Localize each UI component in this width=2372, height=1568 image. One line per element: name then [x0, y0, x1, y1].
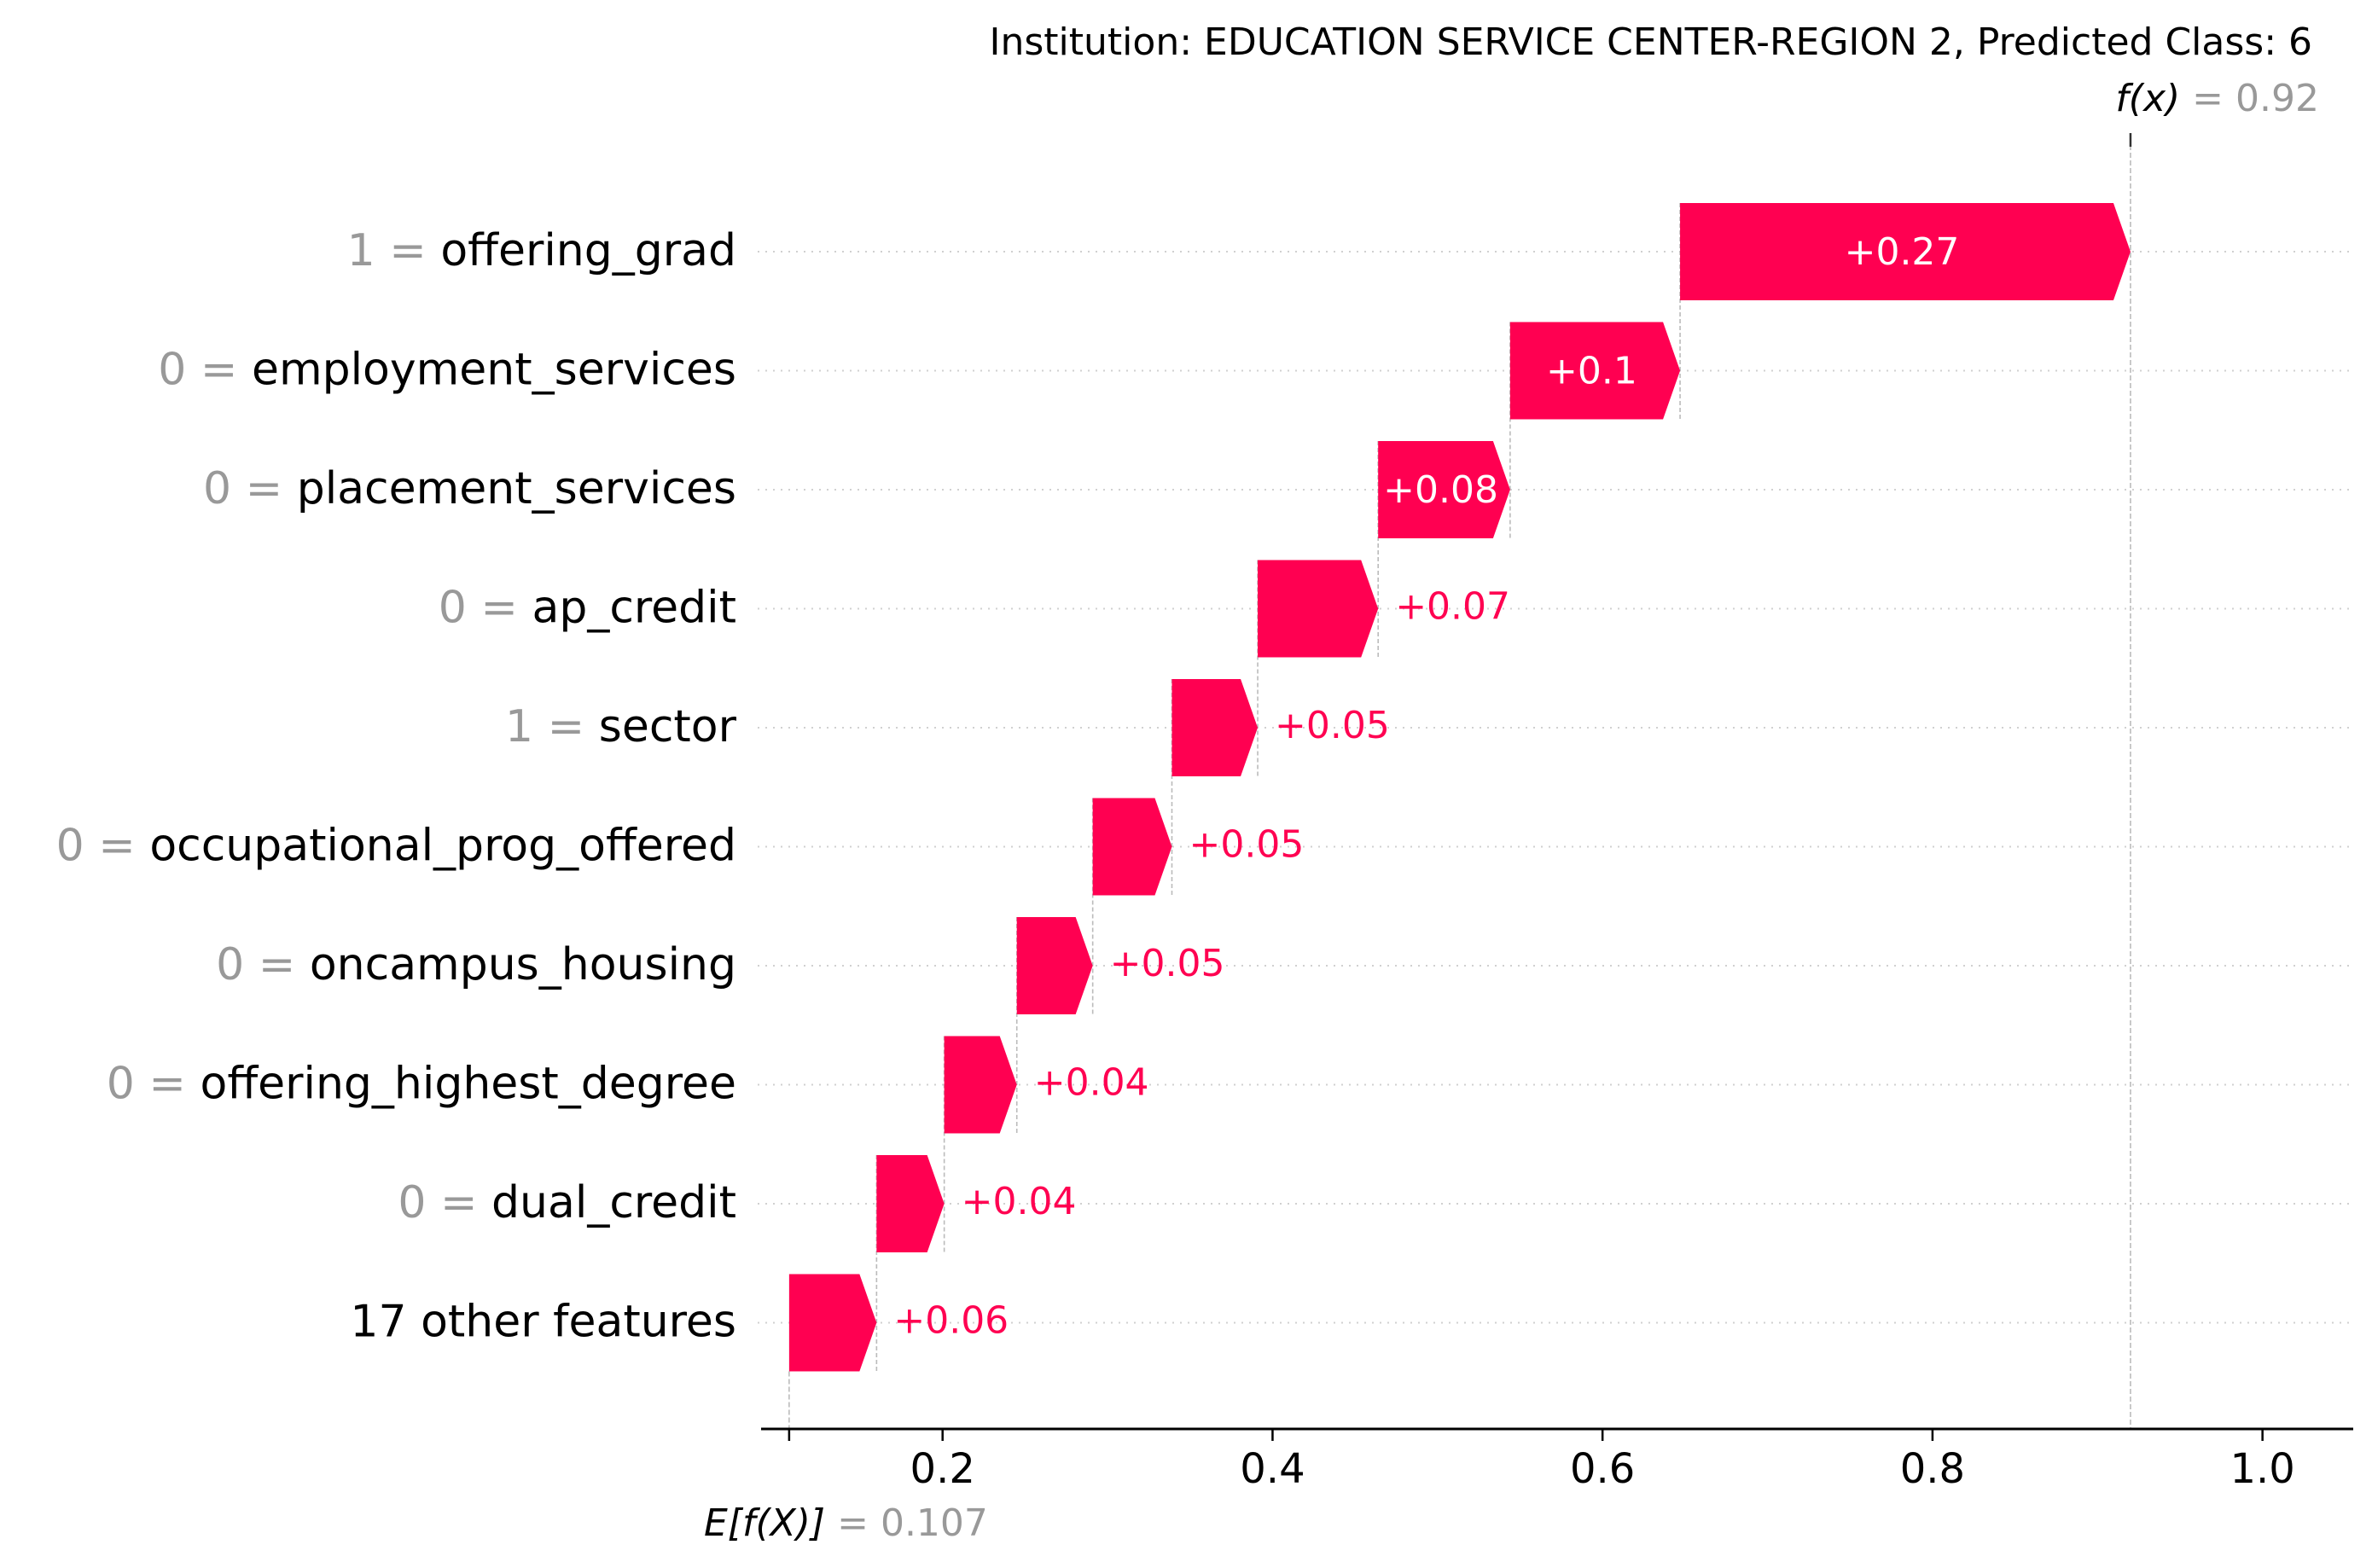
- bar-value-label: +0.27: [1845, 230, 1960, 274]
- feature-value: 0 =: [203, 463, 297, 514]
- feature-label: 0 = employment_services: [158, 345, 736, 396]
- feature-value: 0 =: [107, 1059, 201, 1110]
- feature-label: 0 = ap_credit: [439, 583, 736, 634]
- feature-label: 0 = oncampus_housing: [216, 939, 736, 990]
- bar-value-label: +0.04: [1034, 1061, 1149, 1105]
- feature-name: occupational_prog_offered: [149, 821, 736, 872]
- x-axis: 0.2 0.4 0.6 0.8 1.0: [761, 1427, 2353, 1493]
- x-tick-label: 0.8: [1900, 1445, 1965, 1493]
- bar-value-label: +0.1: [1546, 350, 1637, 393]
- x-tick-label: 0.4: [1240, 1445, 1305, 1493]
- base-label-prefix: E[f(X)]: [704, 1501, 837, 1545]
- feature-name: dual_credit: [491, 1177, 736, 1228]
- bar-value-label: +0.05: [1275, 704, 1390, 747]
- output-label-prefix: f(x): [2115, 77, 2192, 120]
- contribution-bar: [1092, 798, 1172, 896]
- feature-label: 17 other features: [350, 1297, 736, 1348]
- bar-value-label: +0.08: [1383, 468, 1498, 512]
- contribution-bar: [788, 1274, 877, 1372]
- output-label-value: = 0.92: [2192, 77, 2319, 120]
- contribution-bar: [944, 1036, 1017, 1134]
- bar-value-label: +0.05: [1189, 823, 1304, 867]
- feature-value: 0 =: [158, 345, 252, 396]
- x-tick-label: 1.0: [2230, 1445, 2294, 1493]
- bars: [788, 203, 2131, 1372]
- bar-value-label: +0.05: [1110, 942, 1225, 985]
- feature-name: placement_services: [297, 463, 736, 514]
- feature-name: employment_services: [252, 345, 736, 396]
- feature-name: oncampus_housing: [310, 939, 736, 990]
- feature-label: 0 = offering_highest_degree: [107, 1059, 736, 1110]
- bar-value-label: +0.06: [893, 1299, 1009, 1343]
- contribution-bar: [1171, 679, 1259, 776]
- x-tick-label: 0.6: [1570, 1445, 1635, 1493]
- feature-labels: 1 = offering_grad 0 = employment_services…: [56, 225, 737, 1348]
- contribution-bar: [1258, 560, 1379, 658]
- feature-name: ap_credit: [532, 583, 736, 634]
- output-value-label: f(x) = 0.92: [2115, 77, 2319, 120]
- feature-name: offering_grad: [440, 225, 736, 276]
- feature-value: 1 =: [347, 225, 441, 276]
- base-label-value: = 0.107: [837, 1501, 988, 1545]
- feature-label: 1 = offering_grad: [347, 225, 736, 276]
- feature-value: 1 =: [505, 701, 599, 752]
- feature-value: 0 =: [56, 821, 150, 872]
- feature-value: 0 =: [216, 939, 310, 990]
- contribution-bar: [1378, 441, 1510, 538]
- feature-label: 0 = placement_services: [203, 463, 736, 514]
- bar-value-label: +0.07: [1395, 585, 1510, 629]
- feature-name: sector: [599, 701, 737, 752]
- chart-title: Institution: EDUCATION SERVICE CENTER-RE…: [990, 20, 2312, 64]
- contribution-bar: [1509, 322, 1681, 420]
- feature-label: 0 = dual_credit: [398, 1177, 736, 1228]
- contribution-bar: [1680, 203, 2131, 300]
- value-annotations: +0.27 +0.1 +0.08 +0.07 +0.05 +0.05 +0.05 +0.04 +…: [704, 77, 2319, 1545]
- base-value-label: E[f(X)] = 0.107: [704, 1501, 988, 1545]
- contribution-bar: [876, 1155, 945, 1252]
- feature-label: 0 = occupational_prog_offered: [56, 821, 736, 872]
- x-tick-label: 0.2: [910, 1445, 975, 1493]
- bar-value-label: +0.04: [962, 1180, 1077, 1223]
- feature-label: 1 = sector: [505, 701, 737, 752]
- feature-value: 0 =: [398, 1177, 491, 1228]
- feature-name: 17 other features: [350, 1297, 736, 1348]
- feature-name: offering_highest_degree: [201, 1059, 737, 1110]
- feature-value: 0 =: [439, 583, 532, 634]
- bar-connectors: [788, 133, 2132, 1429]
- contribution-bar: [1016, 917, 1093, 1014]
